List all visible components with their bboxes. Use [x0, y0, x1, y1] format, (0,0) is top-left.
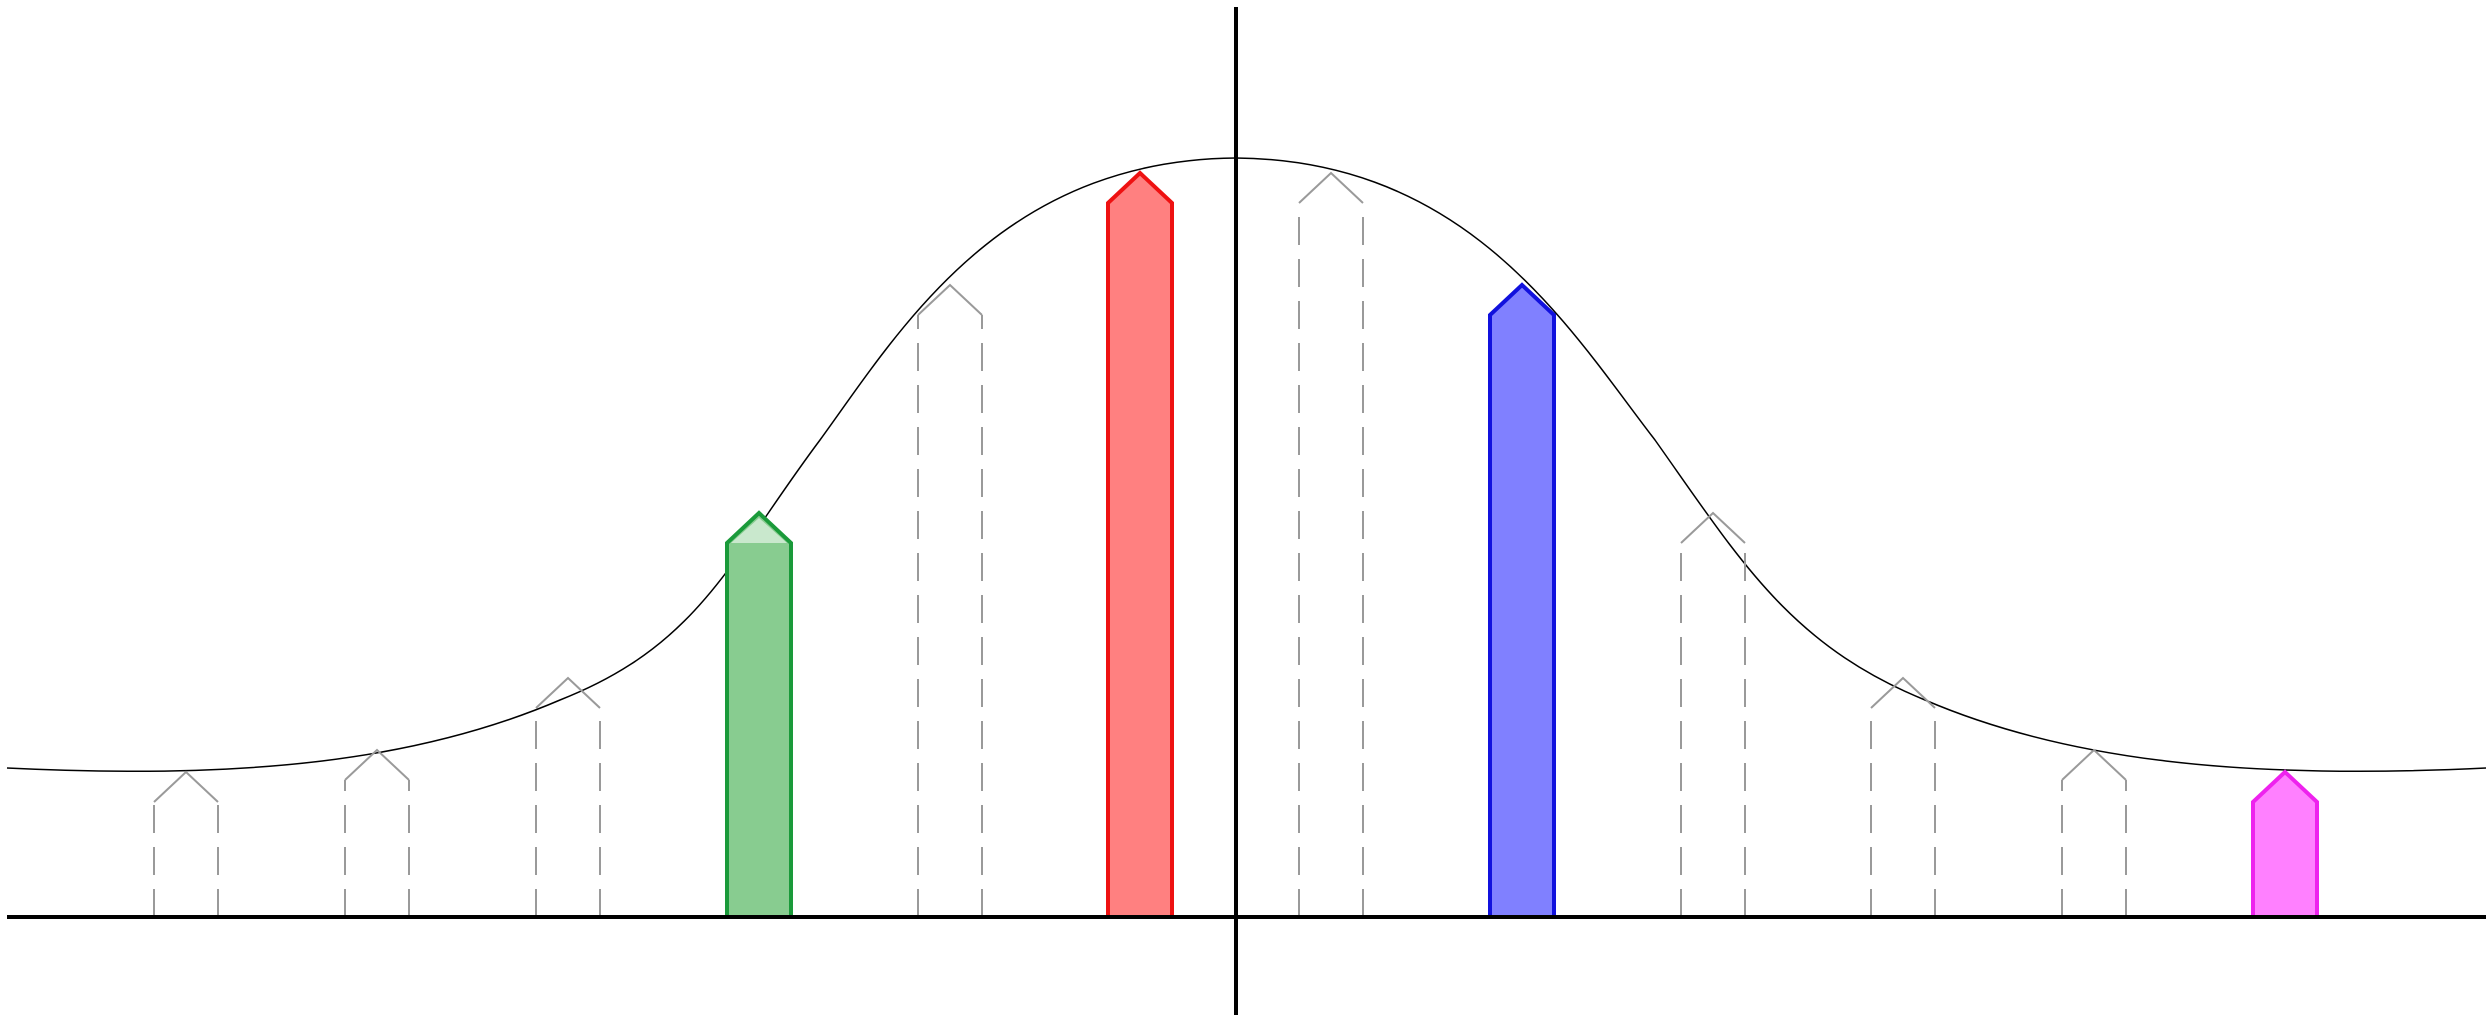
red-bar [1108, 173, 1172, 917]
red-bar-shape [1108, 173, 1172, 917]
green-bar-shape [727, 513, 791, 917]
magenta-bar-shape [2253, 772, 2317, 917]
green-bar [727, 513, 791, 917]
magenta-bar [2253, 772, 2317, 917]
blue-bar [1490, 285, 1554, 917]
blue-bar-shape [1490, 285, 1554, 917]
